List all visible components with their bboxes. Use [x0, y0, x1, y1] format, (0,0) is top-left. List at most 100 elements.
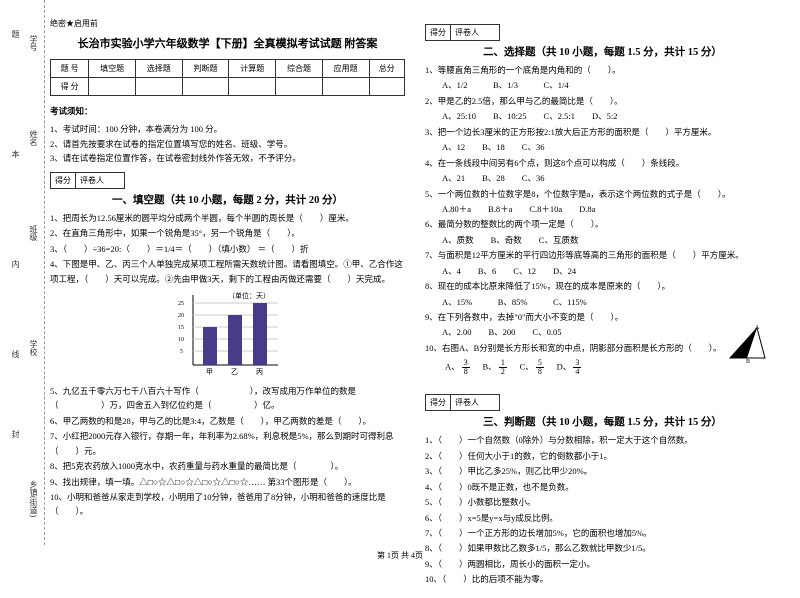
score-header: 计算题	[229, 60, 276, 78]
option-line: A、25:10 B、10:25 C、2.5:1 D、5:2	[425, 109, 780, 123]
score-header: 判断题	[182, 60, 229, 78]
question: 1、等腰直角三角形的一个底角是内角和的（ ）。	[425, 63, 780, 77]
margin-dash: 线	[10, 350, 21, 358]
score-cell	[369, 78, 404, 96]
question: 2、甲是乙的2.5倍，那么甲与乙的最简比是（ ）。	[425, 94, 780, 108]
option-line: A、质数 B、奇数 C、互质数	[425, 233, 780, 247]
question: 3、（ ）甲比乙多25%，则乙比甲少20%。	[425, 464, 780, 478]
right-column: 得分 评卷人 二、选择题（共 10 小题，每题 1.5 分，共计 15 分） 1…	[425, 18, 780, 588]
section1-questions: 1、把周长为12.56厘米的圆平均分成两个半圆，每个半圆的周长是（ ）厘米。 2…	[50, 211, 405, 519]
bar-chart: （单位：天） 5 10 15 20 25 甲 乙 丙	[168, 290, 288, 380]
svg-text:B: B	[746, 359, 750, 363]
question: 8、现在的成本比原来降低了15%，现在的成本是原来的（ ）。	[425, 279, 780, 293]
score-cell	[89, 78, 136, 96]
score-entry-box: 得分 评卷人	[50, 172, 125, 189]
option-line: A、12 B、18 C、36	[425, 140, 780, 154]
score-table: 题 号 填空题 选择题 判断题 计算题 综合题 应用题 总分 得 分	[50, 59, 405, 96]
question: 8、把5克农药放入1000克水中，农药重量与药水重量的最简比是（ ）。	[50, 459, 405, 473]
opt-label: C、	[520, 362, 534, 372]
score-header: 填空题	[89, 60, 136, 78]
question: 3、（ ）÷36=20:（ ）＝1/4＝（ ）（填小数） ＝（ ）折	[50, 242, 405, 256]
margin-dash: 题	[10, 30, 21, 38]
question: 6、最简分数的整数比的两个项一定是（ ）。	[425, 217, 780, 231]
question: 7、与面积是12平方厘米的平行四边形等底等高的三角形的面积是（ ）平方厘米。	[425, 248, 780, 262]
question: 10、（ ）比的后项不能为零。	[425, 572, 780, 586]
score-cell	[135, 78, 182, 96]
opt-label: B、	[483, 362, 497, 372]
score-header: 综合题	[276, 60, 323, 78]
notice-block: 考试须知： 1、考试时间：100 分钟，本卷满分为 100 分。 2、请首先按要…	[50, 104, 405, 166]
section2-title: 二、选择题（共 10 小题，每题 1.5 分，共计 15 分）	[425, 44, 780, 59]
notice-line: 2、请首先按要求在试卷的指定位置填写您的姓名、班级、学号。	[50, 137, 405, 151]
triangle-figure: A B	[725, 323, 770, 363]
margin-dash: 封	[10, 430, 21, 438]
chart-ylabel: （单位：天）	[228, 291, 270, 300]
svg-text:5: 5	[180, 349, 183, 355]
svg-text:10: 10	[178, 337, 184, 343]
score-header: 选择题	[135, 60, 182, 78]
score-header: 应用题	[322, 60, 369, 78]
notice-line: 1、考试时间：100 分钟，本卷满分为 100 分。	[50, 122, 405, 136]
question: 1、（ ）一个自然数（0除外）与分数相除，积一定大于这个自然数。	[425, 433, 780, 447]
margin-label: 学校	[28, 340, 39, 356]
margin-label: 姓名	[28, 130, 39, 146]
score-header: 题 号	[51, 60, 89, 78]
option-line: A、4 B、6 C、12 D、24	[425, 264, 780, 278]
fraction-icon: 34	[573, 359, 581, 376]
margin-label: 乡镇(街道)	[28, 480, 39, 517]
question: 2、（ ）任何大小于1的数，它的倒数都小于1。	[425, 449, 780, 463]
svg-text:A: A	[755, 325, 760, 331]
score-cell	[276, 78, 323, 96]
question: 6、甲乙两数的和是28，甲与乙的比是3:4，乙数是（ ），甲乙两数的差是（ ）。	[50, 414, 405, 428]
svg-text:乙: 乙	[231, 368, 238, 376]
question: 10、小明和爸爸从家走到学校，小明用了10分钟，爸爸用了8分钟，小明和爸爸的速度…	[50, 490, 405, 519]
svg-text:丙: 丙	[256, 368, 263, 376]
score-row-label: 得 分	[51, 78, 89, 96]
option-line: A、1/2 B、1/3 C、1/4	[425, 78, 780, 92]
secrecy-mark: 绝密★启用前	[50, 18, 405, 29]
binding-margin: 学号 姓名 班级 学校 乡镇(街道) 题 本 内 线 封	[0, 0, 45, 545]
question: 4、（ ）0既不是正数，也不是负数。	[425, 480, 780, 494]
bar-yi	[228, 315, 242, 365]
reviewer-label: 评卷人	[76, 173, 108, 188]
notice-title: 考试须知：	[50, 104, 405, 118]
option-line: A、15% B、85% C、115%	[425, 295, 780, 309]
section1-title: 一、填空题（共 10 小题，每题 2 分，共计 20 分）	[50, 192, 405, 207]
question: 5、（ ）小数都比整数小。	[425, 495, 780, 509]
svg-text:20: 20	[178, 313, 184, 319]
bar-jia	[203, 327, 217, 365]
question: 5、九亿五千零六万七千八百六十写作（ ），改写成用万作单位的数是（ ）万，四舍五…	[50, 384, 405, 413]
option-line: A、21 B、28 C、36	[425, 171, 780, 185]
score-header: 总分	[369, 60, 404, 78]
fraction-icon: 38	[462, 359, 470, 376]
section3-questions: 1、（ ）一个自然数（0除外）与分数相除，积一定大于这个自然数。 2、（ ）任何…	[425, 433, 780, 586]
margin-label: 学号	[28, 35, 39, 51]
fraction-icon: 12	[499, 359, 507, 376]
svg-text:甲: 甲	[206, 368, 213, 376]
question: 2、在直角三角形中，如果一个锐角是35°，另一个锐角是（ ）。	[50, 226, 405, 240]
score-entry-box: 得分 评卷人	[425, 24, 500, 41]
question: 6、（ ）x=5是y=x与y成反比例。	[425, 511, 780, 525]
question: 4、在一条线段中间另有6个点，则这8个点可以构成（ ）条线段。	[425, 156, 780, 170]
reviewer-label: 评卷人	[451, 395, 483, 410]
question: 1、把周长为12.56厘米的圆平均分成两个半圆，每个半圆的周长是（ ）厘米。	[50, 211, 405, 225]
question: 5、一个两位数的十位数字是8，个位数字是a，表示这个两位数的式子是（ ）。	[425, 187, 780, 201]
svg-text:25: 25	[178, 301, 184, 307]
margin-label: 班级	[28, 225, 39, 241]
opt-label: A、	[445, 362, 460, 372]
opt-label: D、	[557, 362, 572, 372]
question: 7、（ ）一个正方形的边长增加5%，它的面积也增加5%。	[425, 526, 780, 540]
margin-dash: 内	[10, 260, 21, 268]
page-body: 绝密★启用前 长治市实验小学六年级数学【下册】全真模拟考试试题 附答案 题 号 …	[0, 0, 800, 598]
bar-bing	[253, 303, 267, 365]
score-entry-box: 得分 评卷人	[425, 394, 500, 411]
option-line: A.80＋a B.8＋a C.8＋10a D.8a	[425, 202, 780, 216]
score-entry-label: 得分	[51, 173, 76, 188]
table-row: 得 分	[51, 78, 405, 96]
question: 3、把一个边长3厘米的正方形按2:1放大后正方形的面积是（ ）平方厘米。	[425, 125, 780, 139]
notice-line: 3、请在试卷指定位置作答，在试卷密封线外作答无效，不予评分。	[50, 151, 405, 165]
question: 7、小红把2000元存入银行，存期一年，年利率为2.68%，利息税是5%，那么到…	[50, 429, 405, 458]
score-entry-label: 得分	[426, 25, 451, 40]
section3-title: 三、判断题（共 10 小题，每题 1.5 分，共计 15 分）	[425, 414, 780, 429]
table-row: 题 号 填空题 选择题 判断题 计算题 综合题 应用题 总分	[51, 60, 405, 78]
